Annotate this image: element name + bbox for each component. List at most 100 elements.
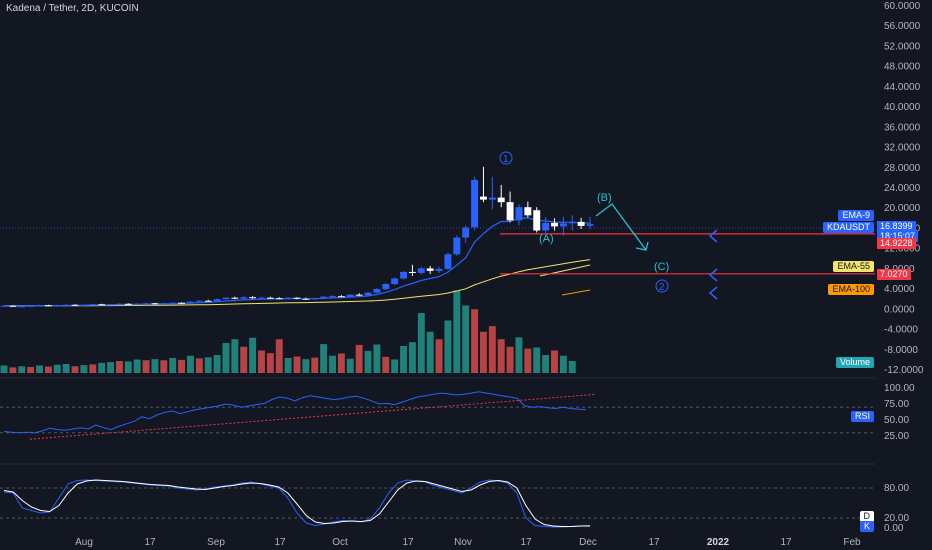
stoch-d-line bbox=[3, 479, 590, 527]
price-tick-label: -8.0000 bbox=[884, 345, 918, 356]
candle-body bbox=[160, 303, 168, 305]
ema100-tag: EMA-100 bbox=[828, 284, 874, 295]
projection-arrowhead bbox=[635, 241, 649, 251]
volume-bar bbox=[515, 337, 523, 373]
level-tag-high: 14.9228 bbox=[877, 238, 916, 249]
wave-1-label: 1 bbox=[503, 154, 509, 165]
stoch-k-tag: K bbox=[859, 521, 874, 532]
countdown-tag: 18:15:07 bbox=[877, 231, 919, 242]
time-tick-label: Dec bbox=[579, 537, 597, 548]
volume-bar bbox=[240, 346, 248, 373]
price-tick-label: 56.0000 bbox=[884, 21, 921, 32]
price-tick-label: 48.0000 bbox=[884, 62, 921, 73]
volume-bar bbox=[444, 320, 452, 373]
candle-body bbox=[115, 303, 123, 305]
rsi-trendline bbox=[29, 393, 596, 440]
price-levels bbox=[500, 233, 875, 275]
volume-bar bbox=[479, 331, 487, 373]
volume-bar bbox=[364, 350, 372, 373]
candle-body bbox=[426, 268, 434, 271]
candle-body bbox=[488, 197, 496, 200]
volume-bar bbox=[53, 364, 61, 373]
candle-body bbox=[44, 305, 52, 307]
candle-body bbox=[258, 297, 265, 299]
time-tick-label: Oct bbox=[332, 537, 348, 548]
volume-bar bbox=[453, 290, 461, 373]
volume-bar bbox=[497, 339, 505, 373]
ema55-tag: EMA-55 bbox=[833, 261, 874, 272]
time-tick-label: Aug bbox=[75, 537, 93, 548]
volume-bar bbox=[471, 309, 479, 373]
price-axis[interactable]: 60.0000 56.0000 52.0000 48.0000 44.0000 40.00… bbox=[884, 1, 924, 376]
time-tick-label: 17 bbox=[144, 537, 156, 548]
candle-body bbox=[124, 303, 132, 305]
price-tick-label: 0.0000 bbox=[884, 304, 915, 315]
candle-body bbox=[53, 305, 61, 307]
volume-bar bbox=[408, 342, 416, 373]
volume-bar bbox=[435, 339, 443, 373]
candle-body bbox=[231, 297, 239, 299]
wave-b-label: (B) bbox=[597, 192, 612, 204]
candle-body bbox=[559, 223, 567, 227]
wave-c-label: (C) bbox=[654, 261, 669, 273]
candle-body bbox=[355, 294, 363, 296]
volume-bar bbox=[160, 360, 168, 373]
price-tick-label: 4.0000 bbox=[884, 284, 915, 295]
stoch-pane: 80.00 20.000.00 bbox=[0, 479, 909, 534]
price-tick-label: 32.0000 bbox=[884, 143, 921, 154]
volume-bar bbox=[568, 361, 576, 373]
candle-body bbox=[71, 304, 79, 306]
time-tick-label: 17 bbox=[780, 537, 792, 548]
wave-a-label: (A) bbox=[539, 233, 554, 245]
volume-bar bbox=[36, 365, 43, 373]
candle-body bbox=[453, 237, 461, 255]
last-price-tag: 16.8399 bbox=[877, 221, 916, 232]
candle-body bbox=[275, 298, 283, 300]
candle-body bbox=[36, 305, 43, 307]
candle-body bbox=[568, 221, 576, 224]
candle-body bbox=[18, 306, 26, 308]
volume-bar bbox=[346, 358, 354, 373]
volume-bar bbox=[462, 305, 470, 373]
price-tick-label: 28.0000 bbox=[884, 163, 921, 174]
stoch-d-tag: D bbox=[859, 511, 874, 522]
stoch-tick-label: 20.00 bbox=[884, 513, 909, 524]
volume-bar bbox=[186, 355, 194, 373]
candle-body bbox=[266, 297, 274, 299]
time-axis[interactable]: Aug 17 Sep 17 Oct 17 Nov 17 Dec 17 2022 17 Feb bbox=[75, 537, 861, 548]
chevron-left-icon bbox=[708, 286, 718, 300]
candle-body bbox=[320, 296, 328, 299]
volume-bar bbox=[426, 331, 434, 373]
volume-bar bbox=[133, 359, 141, 373]
volume-bar bbox=[204, 357, 212, 373]
candle-body bbox=[444, 254, 452, 269]
volume-bar bbox=[18, 366, 26, 373]
volume-bar bbox=[373, 344, 381, 373]
volume-tag: Volume bbox=[835, 357, 874, 368]
candle-body bbox=[346, 294, 354, 297]
price-tick-label: 24.0000 bbox=[884, 183, 921, 194]
volume-bar bbox=[222, 343, 230, 373]
candle-body bbox=[178, 302, 186, 304]
volume-bar bbox=[355, 344, 363, 373]
rsi-line bbox=[3, 391, 587, 434]
candle-body bbox=[311, 298, 319, 300]
volume-bar bbox=[382, 356, 390, 373]
candle-body bbox=[293, 297, 301, 299]
level-tag-low: 7.0270 bbox=[877, 269, 911, 280]
stoch-tick-label: 80.00 bbox=[884, 483, 909, 494]
volume-bar bbox=[400, 346, 408, 373]
volume-bar bbox=[559, 355, 567, 373]
candle-body bbox=[249, 297, 257, 299]
volume-bar bbox=[0, 365, 8, 373]
rsi-pane: 100.00 75.00 50.00 25.00 bbox=[0, 383, 915, 442]
candle-body bbox=[80, 304, 88, 306]
volume-bar bbox=[27, 367, 35, 373]
candle-body bbox=[27, 305, 35, 307]
time-tick-label: Nov bbox=[454, 537, 472, 548]
candle-body bbox=[391, 278, 399, 285]
stoch-tick-label: 0.00 bbox=[884, 523, 904, 534]
candle-body bbox=[98, 304, 106, 306]
volume-bar bbox=[169, 358, 177, 373]
